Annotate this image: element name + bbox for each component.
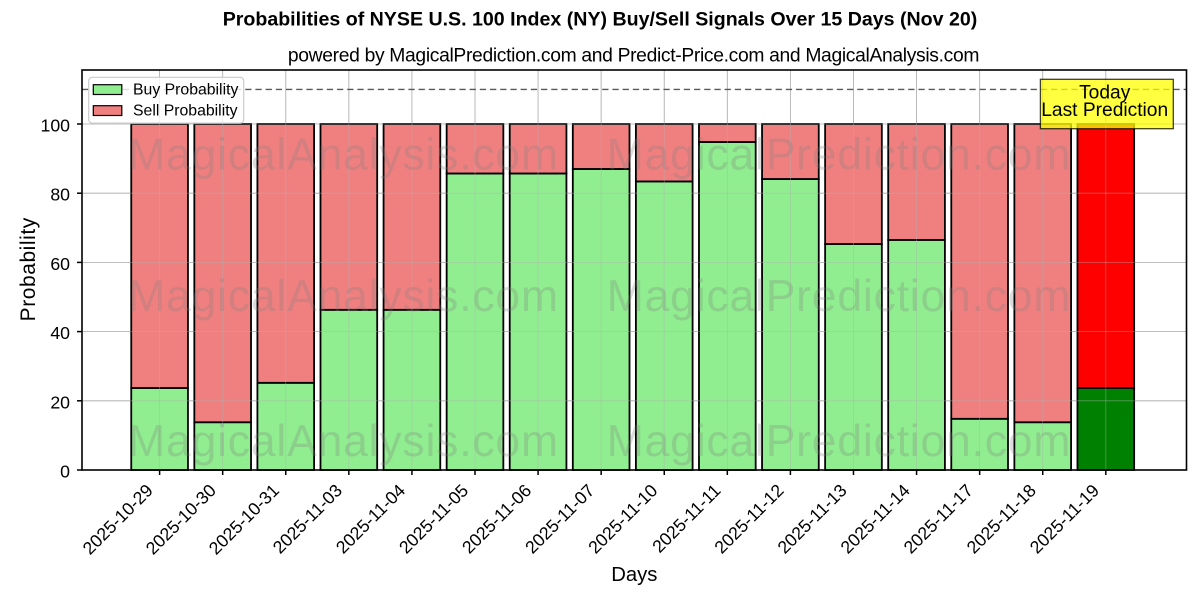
svg-text:Buy Probability: Buy Probability [133,81,238,98]
svg-text:MagicalPrediction.com: MagicalPrediction.com [607,131,1071,180]
svg-text:80: 80 [50,185,70,205]
svg-text:60: 60 [50,254,70,274]
svg-text:0: 0 [60,462,70,482]
svg-text:Days: Days [611,564,657,586]
svg-text:Last Prediction: Last Prediction [1041,100,1168,121]
svg-text:Today: Today [1079,83,1131,104]
svg-text:20: 20 [50,392,70,412]
svg-text:Probabilities of NYSE U.S. 100: Probabilities of NYSE U.S. 100 Index (NY… [223,9,978,31]
svg-text:powered by MagicalPrediction.c: powered by MagicalPrediction.com and Pre… [288,46,979,67]
svg-text:MagicalPrediction.com: MagicalPrediction.com [607,417,1071,466]
svg-text:40: 40 [50,323,70,343]
svg-text:Probability: Probability [17,217,40,321]
svg-text:100: 100 [40,116,70,136]
svg-text:MagicalAnalysis.com: MagicalAnalysis.com [128,131,559,180]
svg-text:Sell Probability: Sell Probability [133,102,238,119]
svg-text:MagicalAnalysis.com: MagicalAnalysis.com [128,417,559,466]
svg-text:MagicalPrediction.com: MagicalPrediction.com [607,272,1071,321]
svg-text:MagicalAnalysis.com: MagicalAnalysis.com [128,272,559,321]
